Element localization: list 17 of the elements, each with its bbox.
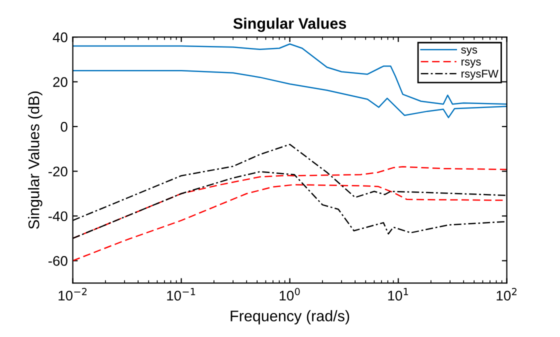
x-tick-label: 10$^{2}$ bbox=[496, 288, 516, 301]
x-tick-label: 10$^{0}$ bbox=[280, 288, 300, 301]
y-tick-label: 20 bbox=[53, 77, 68, 87]
y-tick-label: -60 bbox=[48, 256, 68, 266]
chart-title: Singular Values bbox=[233, 18, 346, 32]
x-tick-label: 10$^{−2}$ bbox=[58, 288, 87, 301]
y-tick-label: 40 bbox=[52, 32, 68, 42]
y-axis-title: Singular Values (dB) bbox=[28, 92, 42, 229]
x-axis-title: Frequency (rad/s) bbox=[230, 310, 350, 324]
y-tick-label: -40 bbox=[48, 211, 68, 222]
legend-label: sys bbox=[461, 47, 478, 56]
y-tick-label: 0 bbox=[60, 122, 68, 132]
legend-label: rsys bbox=[462, 60, 481, 68]
x-tick-label: 10$^{−1}$ bbox=[167, 288, 196, 301]
x-tick-label: 10$^{1}$ bbox=[388, 288, 408, 301]
legend-label: rsysFW bbox=[462, 70, 498, 80]
y-tick-label: -20 bbox=[48, 166, 68, 176]
